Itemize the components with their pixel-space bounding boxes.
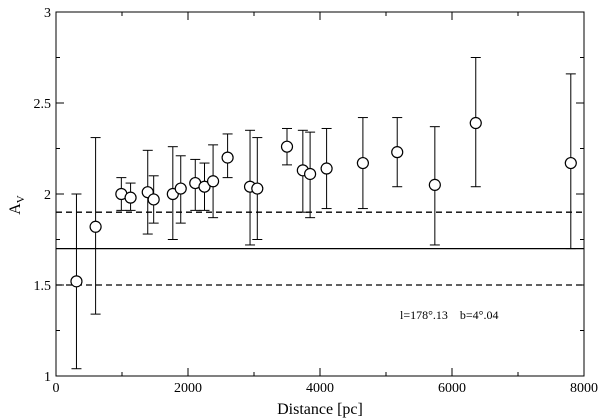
data-point [320, 162, 333, 175]
y-tick-label: 1.5 [34, 279, 52, 294]
x-tick-label: 2000 [174, 381, 202, 396]
y-axis-label: AV [7, 195, 27, 215]
x-tick-label: 8000 [570, 381, 598, 396]
y-axis-label-main: A [7, 203, 24, 215]
y-tick-label: 3 [44, 6, 51, 21]
data-point [70, 275, 83, 288]
data-point [89, 220, 102, 233]
x-tick-label: 0 [53, 381, 60, 396]
x-axis-label: Distance [pc] [277, 401, 363, 418]
data-point [206, 175, 220, 188]
axis-ticks [55, 11, 585, 377]
data-point [147, 193, 160, 206]
y-tick-label: 2 [44, 188, 51, 203]
data-point [174, 182, 187, 195]
data-markers [70, 116, 577, 288]
data-point [251, 182, 264, 195]
galactic-coordinates-annotation: l=178°.13 b=4°.04 [400, 308, 498, 322]
data-point [124, 191, 137, 204]
data-point [469, 116, 482, 130]
y-tick-label: 2.5 [34, 97, 52, 112]
data-point [391, 146, 404, 159]
y-tick-label: 1 [44, 370, 51, 385]
x-tick-label: 6000 [438, 381, 466, 396]
y-axis-label-subscript: V [15, 195, 27, 203]
data-point [304, 167, 317, 181]
reference-lines [56, 211, 584, 286]
data-point [198, 180, 211, 193]
x-tick-label: 4000 [306, 381, 334, 396]
error-bars [71, 57, 576, 370]
data-point [356, 156, 369, 170]
data-point [564, 156, 577, 170]
data-point [221, 151, 234, 164]
data-point [428, 178, 441, 191]
data-point [280, 140, 294, 153]
axis-tick-labels: 0 2000 4000 6000 8000 1 1.5 2 2.5 3 [34, 6, 599, 396]
